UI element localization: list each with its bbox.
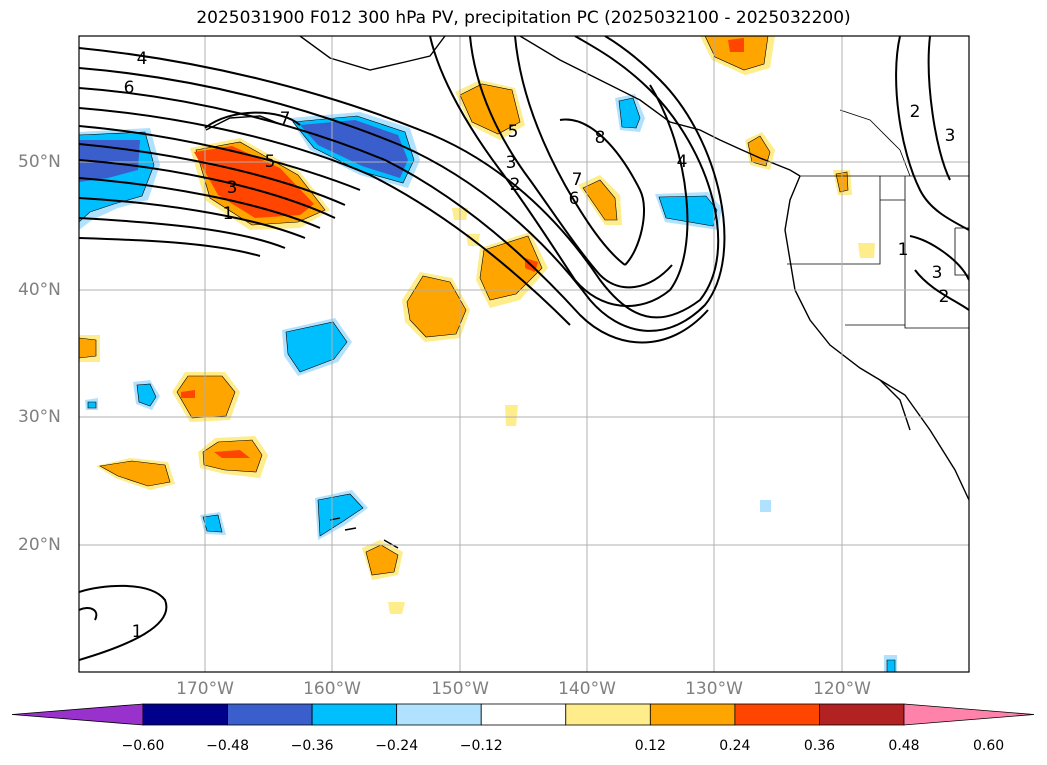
- colorbar-swatch: [311, 703, 398, 726]
- map-title: 2025031900 F012 300 hPa PV, precipitatio…: [196, 8, 851, 28]
- lon-label-130w: 130°W: [685, 679, 743, 699]
- gridlines: [79, 36, 969, 672]
- precip-negative-blue: [79, 120, 408, 182]
- colorbar-extend-low: [11, 703, 144, 726]
- lat-label-30n: 30°N: [18, 407, 61, 427]
- colorbar-tick-label: −0.60: [121, 738, 165, 754]
- lon-label-120w: 120°W: [813, 679, 871, 699]
- colorbar-tick-label: 0.60: [972, 738, 1005, 754]
- contour-label: 5: [265, 152, 276, 172]
- colorbar-swatch: [480, 703, 567, 726]
- colorbar-tick-label: −0.12: [459, 738, 503, 754]
- colorbar-tick-label: 0.48: [888, 738, 920, 754]
- precip-positive-red: [181, 38, 744, 458]
- colorbar-tick-label: 0.24: [719, 738, 751, 754]
- contour-label: 5: [508, 122, 519, 142]
- contour-label: 3: [932, 263, 943, 283]
- colorbar: [11, 703, 1035, 726]
- contour-label: 1: [223, 204, 234, 224]
- colorbar-swatch: [227, 703, 313, 726]
- lat-label-40n: 40°N: [18, 280, 61, 300]
- colorbar-swatch: [142, 703, 228, 726]
- borders: [787, 109, 969, 329]
- lon-label-150w: 150°W: [431, 679, 489, 699]
- lat-label-50n: 50°N: [18, 152, 61, 172]
- lon-label-160w: 160°W: [303, 679, 361, 699]
- colorbar-swatch: [565, 703, 651, 726]
- colorbar-swatch: [734, 703, 820, 726]
- contour-label: 2: [510, 175, 521, 195]
- contour-label: 2: [910, 102, 921, 122]
- colorbar-swatch: [819, 703, 905, 726]
- contour-label: 1: [132, 622, 143, 642]
- colorbar-tick-label: −0.24: [375, 738, 419, 754]
- colorbar-tick-label: −0.48: [206, 738, 249, 754]
- contour-label: 6: [569, 189, 580, 209]
- contour-label: 2: [939, 287, 950, 307]
- contour-label: 7: [280, 109, 291, 129]
- colorbar-swatch: [396, 703, 482, 726]
- colorbar-tick-label: 0.12: [634, 738, 666, 754]
- contour-label: 7: [572, 170, 583, 190]
- colorbar-tick-label: −0.36: [290, 738, 334, 754]
- contour-label: 4: [137, 49, 148, 69]
- contour-label: 3: [945, 126, 956, 146]
- contour-label: 3: [506, 153, 517, 173]
- pv-contours: [79, 36, 969, 661]
- colorbar-extend-high: [903, 703, 1035, 726]
- lon-label-170w: 170°W: [176, 679, 234, 699]
- contour-label: 6: [124, 78, 135, 98]
- colorbar-tick-label: 0.36: [803, 738, 836, 754]
- contour-label: 1: [898, 240, 909, 260]
- contour-label: 3: [227, 178, 238, 198]
- lat-label-20n: 20°N: [18, 535, 61, 555]
- contour-label: 4: [677, 152, 688, 172]
- contour-label: 8: [595, 128, 606, 148]
- map-frame: [78, 35, 970, 673]
- lon-label-140w: 140°W: [558, 679, 616, 699]
- colorbar-swatch: [649, 703, 736, 726]
